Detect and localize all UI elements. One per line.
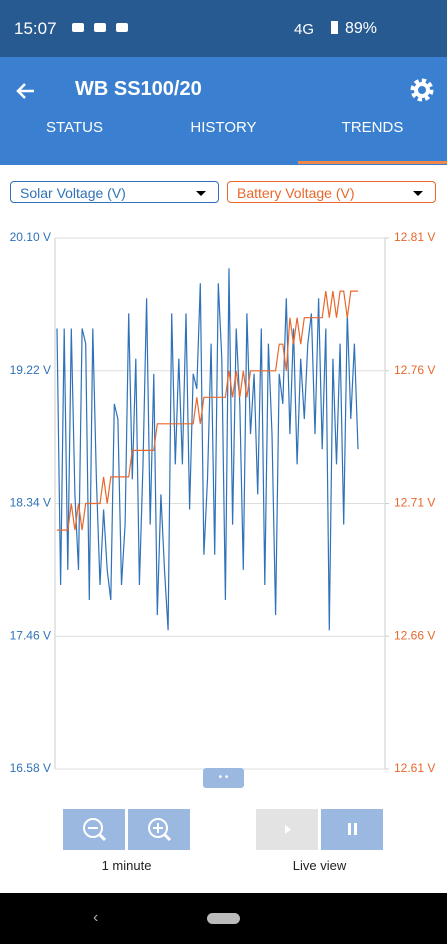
nav-bar: ‹: [0, 893, 447, 944]
y2-tick-label: 12.76 V: [394, 363, 435, 377]
pause-button[interactable]: [321, 809, 383, 850]
play-button[interactable]: [256, 809, 318, 850]
y-tick-label: 20.10 V: [10, 230, 51, 244]
y2-tick-label: 12.81 V: [394, 230, 435, 244]
status-bar: 15:07 4G 89%: [0, 0, 447, 57]
zoom-in-button[interactable]: [128, 809, 190, 850]
tab[interactable]: STATUS: [46, 119, 103, 136]
live-label: Live view: [292, 858, 347, 873]
dropdown-label: Battery Voltage (V): [237, 185, 355, 201]
title: WB SS100/20: [75, 78, 202, 100]
zoom-out-button[interactable]: [63, 809, 125, 850]
dropdown-arrow: [413, 191, 423, 201]
app-bar: WB SS100/20 STATUS HISTORY TRENDS: [0, 57, 447, 165]
y2-tick-label: 12.71 V: [394, 496, 435, 510]
y-tick-label: 17.46 V: [10, 628, 51, 642]
notif-icon: [116, 23, 128, 32]
battery-icon: [331, 21, 338, 34]
y-tick-label: 18.34 V: [10, 496, 51, 510]
clock: 15:07: [14, 19, 57, 38]
nav-back[interactable]: ‹: [93, 909, 99, 926]
dropdown-label: Solar Voltage (V): [20, 185, 126, 201]
notif-icon: [72, 23, 84, 32]
zoom-label: 1 minute: [101, 858, 152, 873]
series-line: [56, 268, 359, 631]
series-dropdown[interactable]: Solar Voltage (V): [10, 181, 219, 203]
drag-handle[interactable]: • •: [203, 768, 244, 788]
back-button[interactable]: [14, 79, 38, 103]
notif-icon: [94, 23, 106, 32]
series-dropdown[interactable]: Battery Voltage (V): [227, 181, 436, 203]
tab-indicator: [298, 161, 447, 164]
y2-tick-label: 12.61 V: [394, 761, 435, 775]
series-line: [57, 290, 358, 531]
settings-button[interactable]: [409, 77, 435, 103]
y-tick-label: 19.22 V: [10, 363, 51, 377]
y2-tick-label: 12.66 V: [394, 628, 435, 642]
nav-home[interactable]: [207, 913, 240, 924]
tab[interactable]: HISTORY: [190, 119, 257, 136]
dropdown-arrow: [196, 191, 206, 201]
battery: 89%: [345, 20, 378, 37]
network: 4G: [294, 21, 315, 38]
tab[interactable]: TRENDS: [341, 119, 404, 136]
y-tick-label: 16.58 V: [10, 761, 51, 775]
